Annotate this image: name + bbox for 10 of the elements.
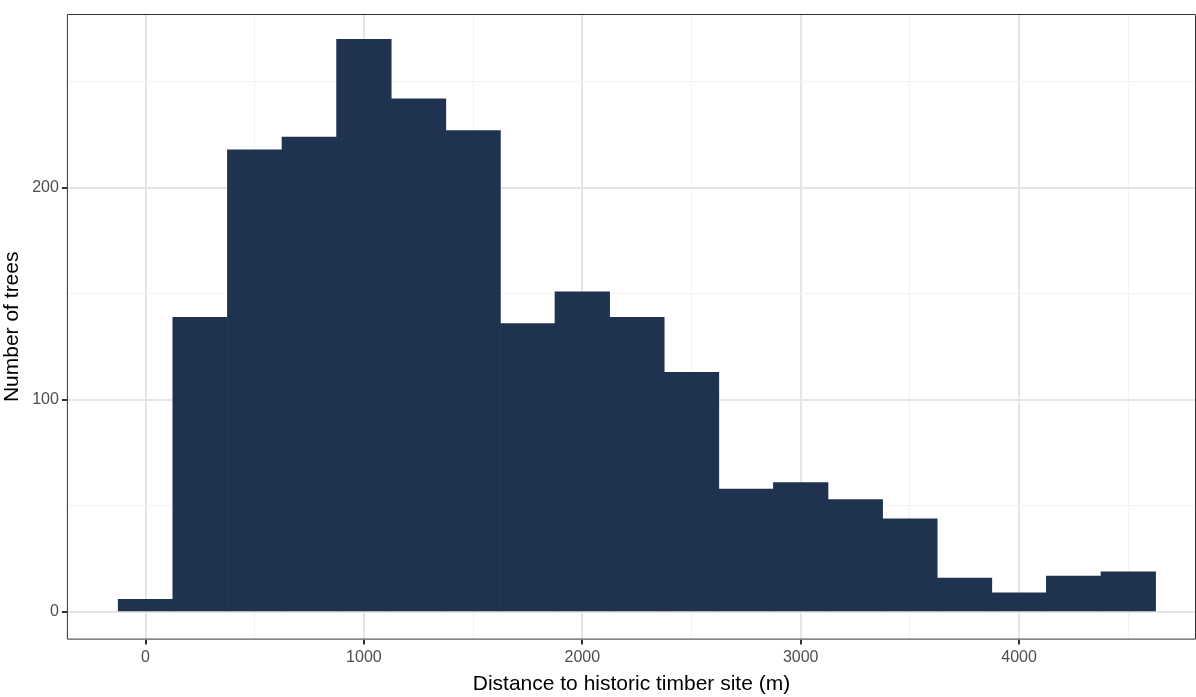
x-tick-label: 1000 — [346, 647, 382, 665]
y-tick-label: 100 — [32, 390, 59, 408]
y-tick-label: 0 — [49, 602, 59, 620]
x-tick-label: 3000 — [782, 647, 819, 665]
x-axis-title: Distance to historic timber site (m) — [472, 671, 791, 695]
y-tick-label: 200 — [32, 178, 59, 196]
x-tick-label: 4000 — [1001, 647, 1037, 665]
y-axis-title: Number of trees — [0, 251, 23, 403]
x-tick-label: 0 — [141, 647, 151, 665]
x-tick-label: 2000 — [564, 647, 601, 665]
